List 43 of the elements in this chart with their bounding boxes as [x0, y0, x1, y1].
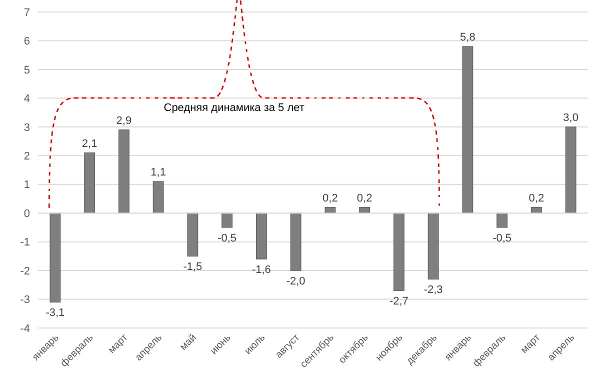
bar [50, 212, 61, 302]
bar [565, 126, 576, 214]
bar [84, 152, 96, 214]
y-tick-label: 1 [24, 179, 30, 192]
bar [290, 212, 302, 271]
bar [187, 212, 198, 256]
data-label: -2,3 [424, 284, 443, 296]
bar [222, 212, 233, 228]
x-tick-label: май [178, 332, 199, 353]
data-label: -2,7 [389, 296, 408, 308]
y-tick-label: -1 [20, 236, 30, 249]
data-label: 2,9 [116, 114, 132, 127]
y-tick-label: -2 [20, 265, 30, 278]
data-label: -1,6 [252, 264, 271, 276]
bar [462, 46, 474, 214]
bar [393, 212, 404, 291]
data-label: 0,2 [356, 192, 372, 204]
y-tick-label: -4 [20, 322, 30, 335]
y-tick-label: 0 [24, 208, 30, 220]
data-label: 0,2 [322, 192, 338, 204]
y-tick-label: 3 [24, 122, 30, 134]
y-tick-label: 2 [24, 150, 30, 162]
data-label: -2,0 [286, 276, 306, 288]
bar [118, 129, 130, 214]
y-tick-label: -3 [20, 294, 30, 306]
data-label: -0,5 [218, 232, 237, 244]
bar [152, 181, 164, 214]
data-label: 3,0 [563, 112, 578, 124]
data-label: 0,2 [528, 192, 544, 204]
data-label: -1,5 [183, 261, 202, 274]
data-label: 5,8 [460, 31, 476, 44]
bar [496, 212, 508, 228]
data-label: 2,1 [82, 138, 98, 150]
data-label: 1,1 [150, 166, 166, 178]
y-tick-label: 7 [24, 6, 30, 19]
data-label: -0,5 [492, 232, 512, 244]
bar [428, 212, 439, 280]
y-tick-label: 4 [24, 93, 30, 106]
annotation: Средняя динамика за 5 лет [164, 102, 304, 114]
y-tick-label: 5 [24, 64, 30, 76]
data-label: -3,1 [46, 307, 65, 320]
y-tick-label: 6 [24, 36, 30, 48]
bar [256, 212, 267, 260]
